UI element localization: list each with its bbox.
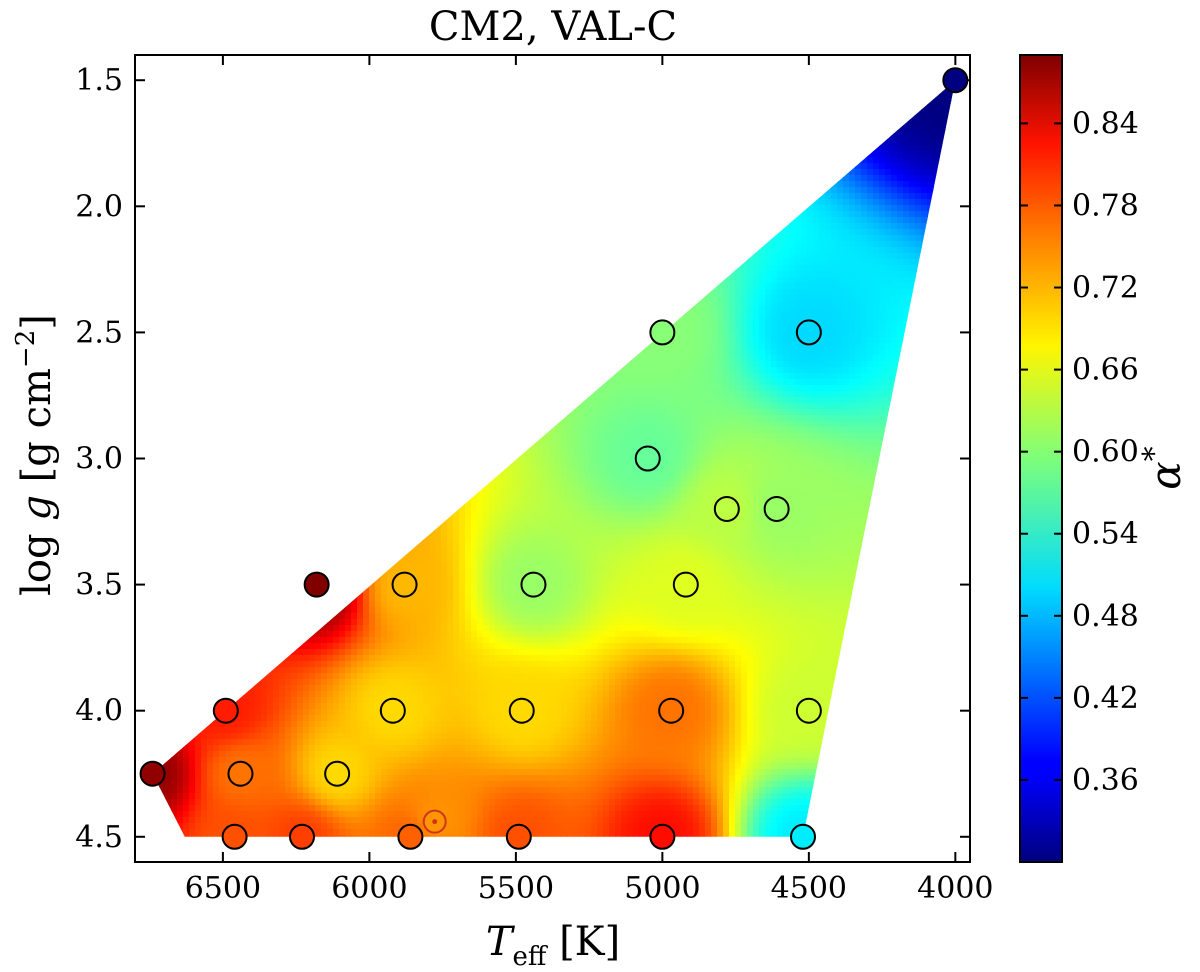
data-point <box>795 319 822 346</box>
x-tick-label: 6000 <box>331 871 407 906</box>
scatter-points <box>139 67 969 850</box>
colorbar-tick-label: 0.84 <box>1072 106 1139 141</box>
data-point <box>658 697 685 724</box>
colorbar-tick-label: 0.66 <box>1072 353 1139 388</box>
data-point <box>212 697 239 724</box>
data-point <box>303 571 330 598</box>
data-point <box>505 823 532 850</box>
data-point <box>790 823 816 850</box>
colorbar-tick-label: 0.72 <box>1072 271 1139 306</box>
data-point <box>713 495 740 522</box>
x-tick-label: 6500 <box>185 871 261 906</box>
data-point <box>649 823 676 850</box>
x-tick-label: 5000 <box>624 871 700 906</box>
colorbar-tick-label: 0.60 <box>1072 435 1139 470</box>
data-point <box>139 760 166 787</box>
data-point <box>649 319 676 346</box>
data-point <box>379 697 406 724</box>
y-tick-label: 3.5 <box>75 568 123 603</box>
colorbar-tick-label: 0.54 <box>1072 517 1139 552</box>
chart-title: CM2, VAL-C <box>429 4 677 50</box>
data-point <box>763 495 790 522</box>
data-point <box>227 760 254 787</box>
y-axis-label: log g [g cm−2] <box>11 314 60 596</box>
sun-marker-dot <box>432 819 438 825</box>
data-point <box>397 823 424 850</box>
x-tick-label: 4500 <box>771 871 847 906</box>
data-point <box>942 67 969 94</box>
data-point <box>289 823 315 850</box>
y-tick-label: 4.5 <box>75 820 123 855</box>
y-tick-label: 2.0 <box>75 189 123 224</box>
colorbar-tick-label: 0.78 <box>1072 188 1139 223</box>
colorbar-ticks: 0.36 0.42 0.48 0.54 0.60 0.66 0.72 0.78 0.84 <box>1020 106 1139 798</box>
data-point <box>324 760 351 787</box>
data-point <box>508 697 535 724</box>
colorbar-tick-label: 0.36 <box>1072 763 1139 798</box>
colorbar-tick-label: 0.48 <box>1072 599 1139 634</box>
x-tick-label: 4000 <box>917 871 993 906</box>
x-axis: 6500 6000 5500 5000 4500 4000 <box>185 55 994 906</box>
heatmap-region <box>152 80 956 837</box>
data-point <box>795 697 822 724</box>
y-tick-label: 2.5 <box>75 315 123 350</box>
y-tick-label: 1.5 <box>75 63 123 98</box>
y-axis: 1.5 2.0 2.5 3.0 3.5 4.0 4.5 <box>75 63 970 855</box>
colorbar <box>1019 54 1063 863</box>
data-point <box>520 571 547 598</box>
colorbar-tick-label: 0.42 <box>1072 681 1139 716</box>
colorbar-label: α* <box>1137 446 1190 489</box>
data-point <box>672 571 699 598</box>
x-axis-label: Teff [K] <box>486 919 620 972</box>
data-point <box>634 445 661 472</box>
data-point <box>391 571 418 598</box>
data-point <box>221 823 248 850</box>
x-tick-label: 5500 <box>478 871 554 906</box>
y-tick-label: 3.0 <box>75 442 123 477</box>
y-tick-label: 4.0 <box>75 694 123 729</box>
